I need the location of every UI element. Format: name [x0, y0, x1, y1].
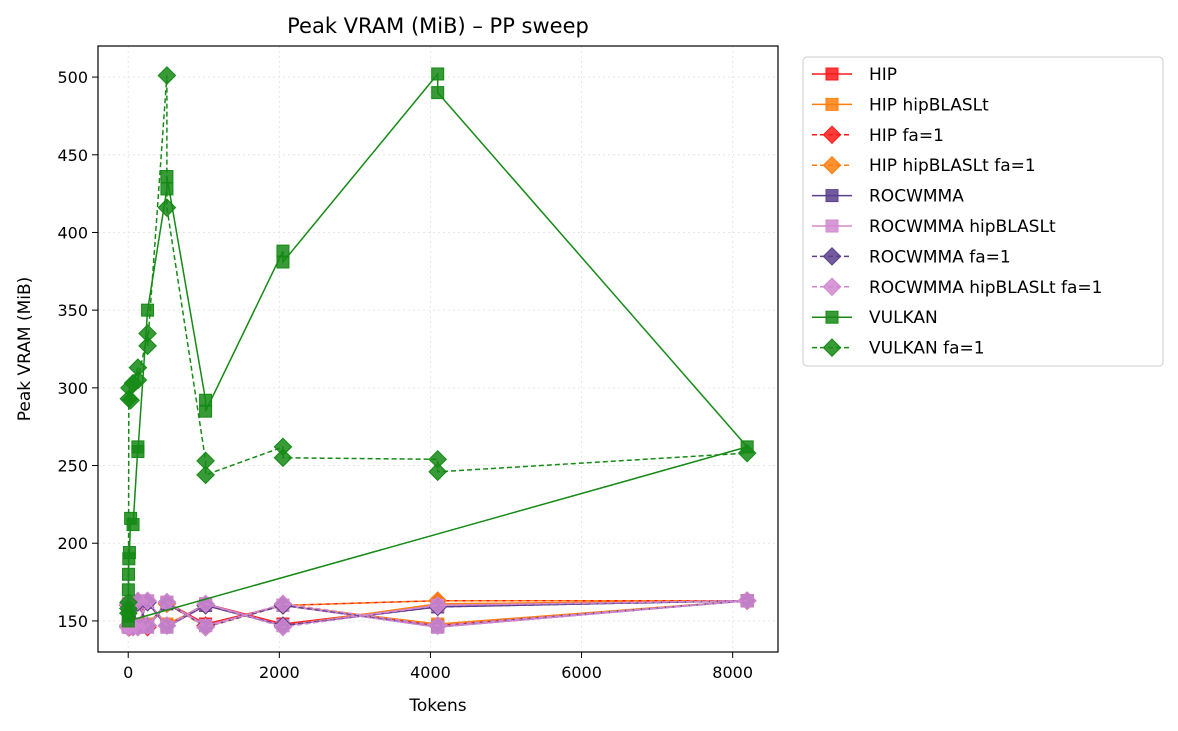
- y-tick-label: 400: [57, 223, 88, 242]
- legend-frame: [802, 56, 1164, 367]
- data-point: [276, 244, 290, 258]
- legend-item: HIP hipBLASLt: [812, 95, 989, 115]
- data-point: [273, 594, 293, 614]
- legend-label: ROCWMMA hipBLASLt fa=1: [869, 278, 1102, 298]
- data-point: [119, 592, 138, 612]
- axes-frame: [97, 45, 779, 653]
- legend-item: VULKAN fa=1: [812, 338, 985, 359]
- data-point: [431, 86, 445, 100]
- data-point: [196, 465, 215, 485]
- data-point: [122, 546, 136, 560]
- legend-label: VULKAN: [869, 308, 938, 328]
- data-point: [141, 303, 155, 317]
- legend-label: HIP: [869, 65, 897, 85]
- data-point: [431, 67, 445, 81]
- data-point: [428, 596, 448, 615]
- x-tick-label: 2000: [259, 663, 300, 682]
- axis-ticks: 0 2000 4000 6000 8000 150 200 250 300 350 400 450 50…: [57, 68, 753, 682]
- legend-marker: [825, 219, 839, 233]
- data-point: [126, 518, 140, 532]
- data-point: [157, 592, 177, 612]
- legend-marker: [822, 338, 842, 357]
- data-point: [199, 404, 213, 418]
- legend-marker: [822, 247, 842, 266]
- data-point: [276, 255, 290, 269]
- data-point: [737, 591, 757, 611]
- series-vulkan-fa-1: [118, 66, 757, 623]
- x-tick-label: 4000: [410, 663, 451, 682]
- data-point: [737, 443, 757, 463]
- y-tick-label: 350: [57, 301, 88, 320]
- chart-title: Peak VRAM (MiB) – PP sweep: [287, 14, 589, 38]
- legend-marker: [822, 155, 842, 175]
- legend-item: ROCWMMA hipBLASLt fa=1: [812, 277, 1102, 298]
- legend-item: ROCWMMA: [812, 187, 964, 207]
- data-point: [131, 445, 145, 459]
- data-point: [199, 393, 213, 407]
- data-point: [428, 616, 448, 635]
- y-tick-label: 150: [57, 612, 88, 631]
- legend-item: ROCWMMA fa=1: [812, 247, 1011, 267]
- legend-marker: [822, 125, 842, 145]
- legend-marker: [825, 67, 839, 81]
- legend-label: VULKAN fa=1: [869, 339, 985, 359]
- y-tick-label: 450: [57, 146, 88, 165]
- legend-label: ROCWMMA hipBLASLt: [869, 217, 1056, 237]
- legend-marker: [822, 277, 842, 297]
- legend-label: HIP hipBLASLt fa=1: [869, 156, 1036, 176]
- legend-label: ROCWMMA fa=1: [869, 247, 1011, 267]
- data-point: [138, 336, 157, 356]
- legend-item: HIP hipBLASLt fa=1: [812, 155, 1036, 176]
- data-point: [157, 66, 177, 85]
- data-point: [128, 370, 148, 390]
- y-tick-label: 300: [57, 379, 88, 398]
- data-point: [157, 616, 177, 635]
- data-point: [119, 603, 138, 623]
- legend-item: VULKAN: [812, 308, 938, 328]
- legend-item: ROCWMMA hipBLASLt: [812, 217, 1056, 237]
- y-axis-label: Peak VRAM (MiB): [15, 277, 35, 422]
- x-tick-label: 8000: [712, 663, 753, 682]
- y-tick-label: 500: [57, 68, 88, 87]
- legend-label: HIP fa=1: [869, 126, 944, 146]
- legend-marker: [825, 97, 839, 111]
- data-point: [428, 462, 448, 482]
- data-point: [138, 591, 157, 611]
- data-point: [273, 448, 293, 468]
- data-point: [273, 617, 293, 637]
- legend-item: HIP: [812, 65, 897, 85]
- x-axis-label: Tokens: [408, 696, 466, 716]
- y-tick-label: 250: [57, 457, 88, 476]
- legend-marker: [825, 310, 839, 324]
- legend-item: HIP fa=1: [812, 125, 944, 146]
- legend-label: HIP hipBLASLt: [869, 95, 989, 115]
- data-point: [121, 390, 140, 410]
- x-tick-label: 6000: [561, 663, 602, 682]
- legend-label: ROCWMMA: [869, 187, 964, 207]
- legend-marker: [825, 189, 839, 203]
- legend: HIP HIP hipBLASLt HIP fa=1 HIP hipBLASLt fa…: [802, 56, 1164, 367]
- x-tick-label: 0: [123, 663, 133, 682]
- y-tick-label: 200: [57, 534, 88, 553]
- series-layer: [118, 66, 757, 637]
- data-point: [196, 617, 215, 637]
- data-point: [157, 198, 177, 217]
